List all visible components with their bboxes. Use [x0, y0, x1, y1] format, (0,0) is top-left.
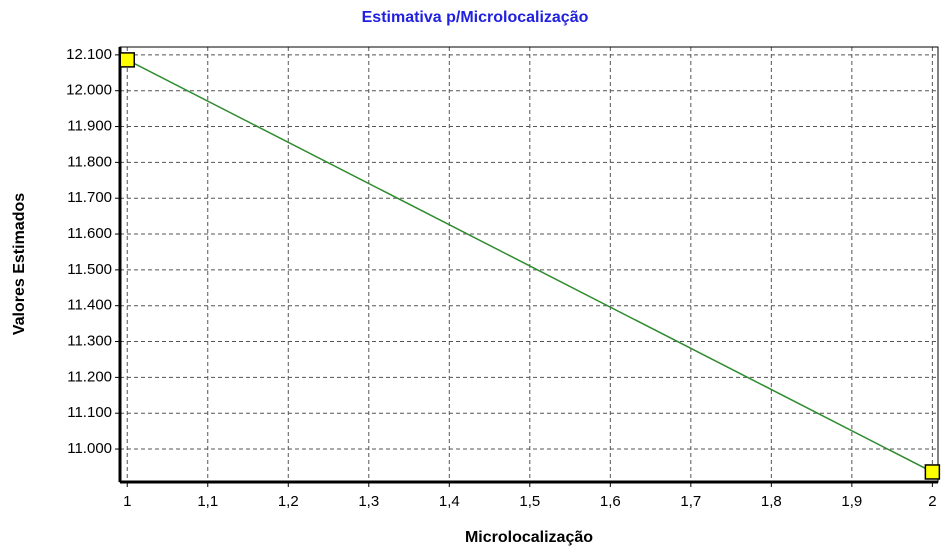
- y-tick-label: 11.500: [67, 261, 112, 278]
- y-tick-label: 11.200: [67, 368, 112, 385]
- x-axis-label: Microlocalização: [465, 529, 593, 546]
- x-tick-label: 1,2: [278, 493, 299, 510]
- x-tick-label: 1,7: [680, 493, 701, 510]
- x-tick-label: 1,8: [761, 493, 782, 510]
- point-marker: [924, 464, 941, 480]
- y-tick-label: 11.300: [67, 333, 112, 350]
- y-axis-label: Valores Estimados: [11, 193, 28, 335]
- chart-title: Estimativa p/Microlocalização: [362, 9, 589, 26]
- x-tick-label: 1,1: [197, 493, 218, 510]
- y-tick-label: 11.400: [67, 297, 112, 314]
- y-tick-label: 11.700: [67, 189, 112, 206]
- y-tick-label: 11.000: [67, 440, 112, 457]
- x-tick-label: 1,3: [358, 493, 379, 510]
- y-tick-label: 12.100: [66, 46, 112, 63]
- y-tick-label: 11.600: [67, 225, 112, 242]
- x-tick-label: 2: [928, 493, 936, 510]
- series-line: [126, 59, 933, 473]
- y-tick-label: 11.800: [67, 153, 112, 170]
- x-tick-label: 1: [123, 493, 131, 510]
- point-marker: [119, 52, 135, 68]
- y-tick-label: 11.100: [67, 404, 112, 421]
- x-tick-label: 1,6: [600, 493, 621, 510]
- y-tick-label: 12.000: [66, 82, 112, 99]
- x-tick-label: 1,5: [519, 493, 540, 510]
- y-tick-label: 11.900: [67, 118, 112, 135]
- x-tick-label: 1,4: [439, 493, 460, 510]
- x-tick-label: 1,9: [841, 493, 862, 510]
